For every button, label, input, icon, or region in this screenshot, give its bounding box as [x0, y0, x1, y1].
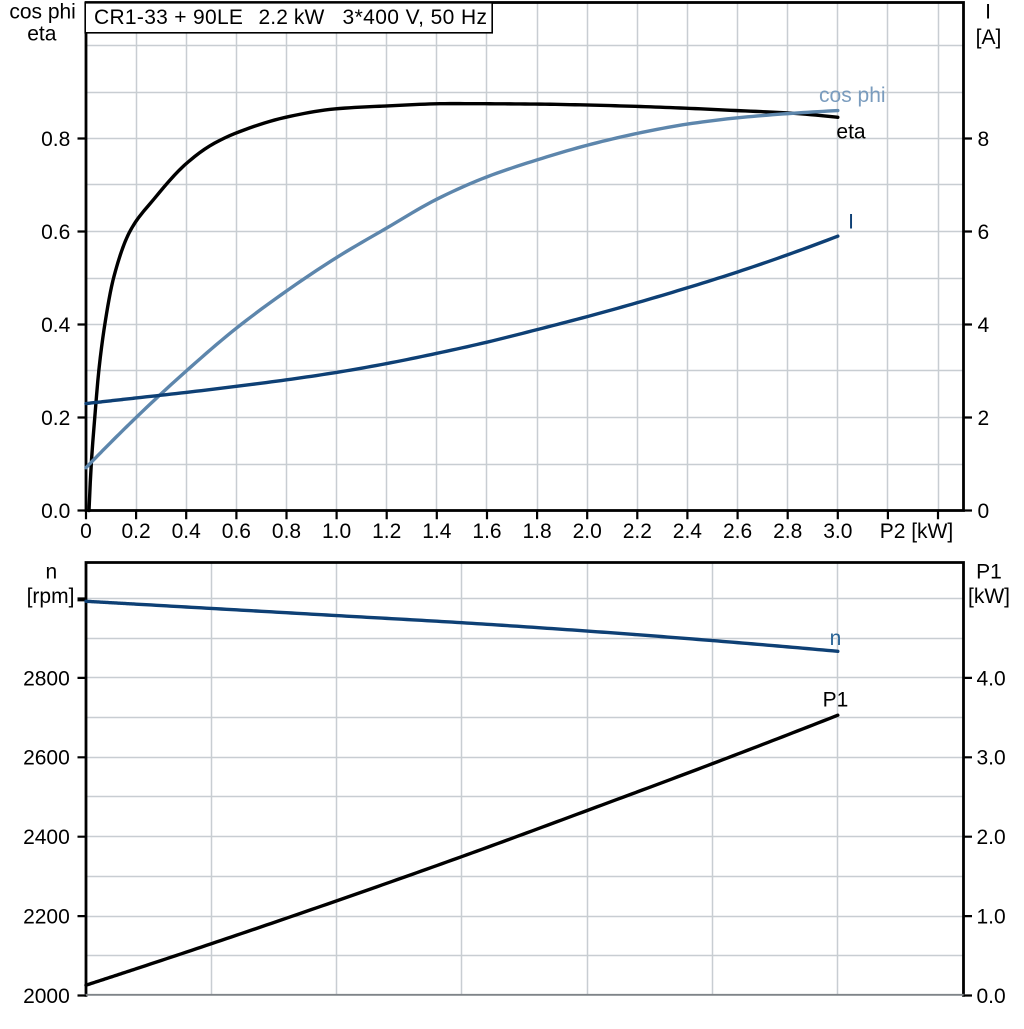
svg-text:3.0: 3.0	[823, 520, 852, 543]
svg-text:1.4: 1.4	[422, 520, 452, 543]
svg-text:2800: 2800	[23, 667, 70, 690]
svg-text:1.2: 1.2	[372, 520, 401, 543]
svg-text:0.8: 0.8	[272, 520, 301, 543]
svg-text:2.8: 2.8	[773, 520, 802, 543]
svg-text:2200: 2200	[23, 906, 70, 929]
svg-text:0.0: 0.0	[41, 500, 70, 523]
svg-text:I: I	[848, 211, 854, 234]
svg-text:2.2: 2.2	[623, 520, 652, 543]
svg-text:2000: 2000	[23, 985, 70, 1008]
svg-text:[A]: [A]	[976, 26, 1002, 49]
svg-text:0.8: 0.8	[41, 128, 70, 151]
svg-text:1.0: 1.0	[977, 906, 1006, 929]
svg-text:3.0: 3.0	[977, 747, 1006, 770]
svg-text:cos phi: cos phi	[819, 84, 886, 107]
svg-text:P1: P1	[976, 561, 1002, 584]
svg-text:I: I	[985, 1, 991, 24]
svg-text:0.6: 0.6	[222, 520, 251, 543]
svg-text:P2 [kW]: P2 [kW]	[880, 520, 954, 543]
svg-text:0.4: 0.4	[172, 520, 202, 543]
svg-text:2: 2	[978, 407, 990, 430]
svg-text:P1: P1	[823, 689, 849, 712]
svg-text:eta: eta	[27, 23, 57, 46]
svg-text:[rpm]: [rpm]	[27, 585, 75, 608]
svg-text:CR1-33 + 90LE: CR1-33 + 90LE	[94, 6, 243, 29]
svg-text:8: 8	[978, 128, 990, 151]
svg-text:4.0: 4.0	[977, 667, 1006, 690]
svg-text:cos phi: cos phi	[9, 1, 76, 24]
svg-text:2.6: 2.6	[723, 520, 752, 543]
svg-text:0.2: 0.2	[121, 520, 150, 543]
svg-text:0: 0	[80, 520, 92, 543]
svg-text:2.4: 2.4	[673, 520, 703, 543]
svg-text:2400: 2400	[23, 826, 70, 849]
svg-text:2.2 kW: 2.2 kW	[259, 6, 325, 29]
svg-text:[kW]: [kW]	[968, 585, 1010, 608]
svg-text:eta: eta	[836, 120, 866, 143]
svg-text:1.8: 1.8	[522, 520, 551, 543]
svg-text:0.2: 0.2	[41, 407, 70, 430]
svg-text:2.0: 2.0	[977, 826, 1006, 849]
svg-text:6: 6	[978, 221, 990, 244]
svg-text:4: 4	[978, 314, 990, 337]
svg-text:0.4: 0.4	[41, 314, 71, 337]
svg-text:0.0: 0.0	[977, 985, 1006, 1008]
svg-text:n: n	[830, 627, 842, 650]
svg-text:2600: 2600	[23, 747, 70, 770]
svg-text:1.6: 1.6	[472, 520, 501, 543]
svg-text:n: n	[45, 561, 57, 584]
svg-text:0: 0	[978, 500, 990, 523]
svg-text:2.0: 2.0	[573, 520, 602, 543]
svg-text:3*400 V, 50 Hz: 3*400 V, 50 Hz	[343, 6, 488, 29]
svg-text:1.0: 1.0	[322, 520, 351, 543]
svg-text:0.6: 0.6	[41, 221, 70, 244]
